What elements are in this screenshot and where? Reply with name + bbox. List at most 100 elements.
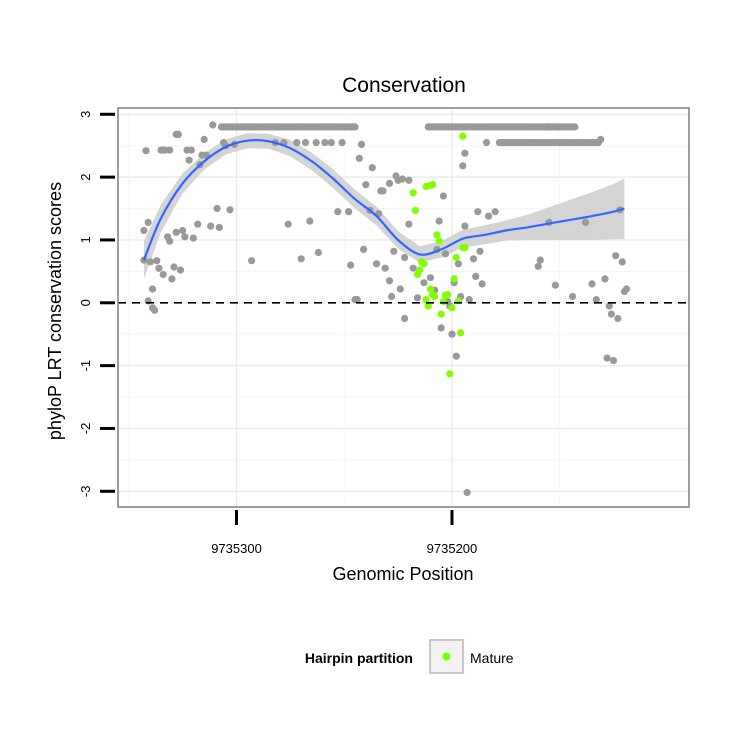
data-point-other (179, 226, 187, 235)
data-point-other (345, 208, 353, 216)
data-point-other (379, 187, 387, 195)
data-point-mature (416, 266, 424, 274)
data-point-other (172, 228, 180, 236)
data-point-other (420, 279, 428, 287)
data-point-mature (431, 292, 439, 301)
data-point-other (321, 139, 329, 147)
data-point-mature (452, 253, 460, 262)
data-point-other (166, 237, 174, 245)
data-point-other (622, 285, 631, 293)
data-point-mature (435, 237, 443, 245)
data-point-other (174, 130, 182, 138)
data-point-other (405, 176, 413, 184)
y-tick-label: -3 (78, 486, 93, 498)
data-point-mature (459, 132, 467, 140)
data-point-other (248, 257, 256, 265)
data-point-other (614, 314, 622, 323)
data-point-other (607, 310, 616, 318)
data-point-mature (424, 302, 432, 310)
data-point-other (181, 233, 189, 241)
data-point-other (200, 135, 208, 143)
data-point-other (534, 262, 542, 270)
data-point-other (297, 255, 305, 263)
data-point-other (478, 280, 486, 288)
data-point-mature (444, 291, 452, 299)
data-point-mature (450, 275, 458, 283)
data-point-mature (422, 296, 430, 304)
data-point-other (226, 206, 234, 214)
data-point-mature (433, 231, 441, 239)
data-point-other (588, 280, 596, 288)
x-tick-label: 9735200 (427, 541, 478, 556)
data-point-other (209, 121, 217, 129)
data-point-other (476, 247, 484, 255)
data-point-other (618, 258, 626, 266)
points-layer (140, 121, 631, 497)
data-point-other (159, 270, 167, 279)
data-point-other (146, 258, 154, 266)
data-point-other (194, 220, 202, 228)
data-point-other (185, 156, 193, 164)
y-tick-label: 0 (78, 299, 93, 306)
data-point-other (215, 223, 223, 231)
data-point-other (610, 357, 618, 365)
smooth-line (142, 139, 625, 261)
y-tick-label: -1 (78, 360, 93, 372)
data-point-other (469, 255, 478, 263)
data-point-other (166, 146, 174, 154)
data-point-other (390, 247, 398, 255)
y-tick-label: 3 (78, 111, 93, 118)
data-point-other (148, 285, 157, 293)
data-point-other (536, 256, 544, 264)
smooth-line-layer (142, 139, 625, 261)
data-point-other (439, 192, 447, 200)
legend: Hairpin partition Mature (305, 639, 514, 674)
data-point-other (368, 164, 376, 172)
data-point-other (140, 226, 148, 235)
data-point-other (176, 266, 185, 274)
data-point-other (603, 354, 611, 362)
data-point-other (168, 275, 176, 283)
data-point-other (187, 146, 195, 154)
data-point-mature (426, 285, 434, 293)
data-point-other (482, 139, 491, 147)
data-point-other (388, 292, 396, 301)
legend-key-mature-dot (442, 652, 451, 661)
data-point-mature (437, 310, 445, 318)
data-point-mature (411, 206, 419, 214)
data-point-other (362, 181, 370, 189)
data-point-other (144, 218, 152, 226)
data-point-other (601, 275, 609, 283)
data-point-other (306, 217, 314, 225)
data-point-other (582, 218, 590, 226)
chart-title: Conservation (342, 74, 466, 97)
data-point-other (357, 140, 366, 148)
data-point-mature (439, 297, 447, 306)
data-point-mature (409, 189, 417, 197)
data-point-other (571, 123, 579, 131)
data-point-other (170, 263, 178, 271)
data-point-other (409, 264, 417, 272)
x-tick-label: 9735300 (211, 541, 262, 556)
data-point-other (472, 272, 480, 280)
data-point-other (448, 330, 456, 338)
data-point-other (312, 139, 320, 147)
data-point-other (360, 245, 368, 253)
data-point-other (151, 306, 159, 314)
y-tick-label: 2 (78, 174, 93, 181)
data-point-mature (448, 304, 456, 312)
data-point-other (437, 324, 445, 332)
data-point-other (459, 162, 467, 170)
data-point-mature (461, 243, 469, 252)
data-point-other (413, 294, 422, 302)
data-point-other (474, 208, 482, 216)
y-axis-ticks: -3 -2 -1 0 1 2 3 (78, 111, 115, 497)
data-point-other (454, 260, 462, 268)
data-point-mature (446, 370, 454, 378)
data-point-other (426, 274, 434, 282)
data-point-other (435, 217, 443, 225)
data-point-other (351, 123, 359, 131)
data-point-other (353, 296, 361, 304)
data-point-other (327, 139, 335, 147)
